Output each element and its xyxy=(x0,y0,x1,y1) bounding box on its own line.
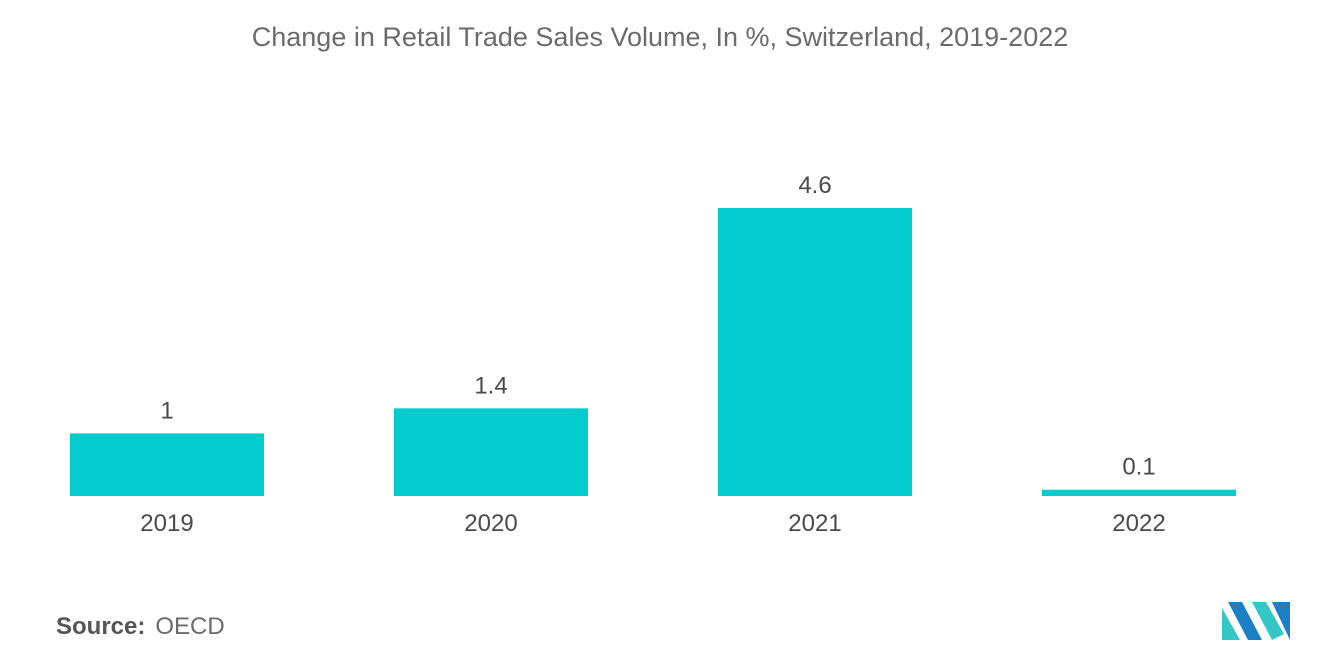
bars-group xyxy=(70,208,1236,496)
x-tick-label-2022: 2022 xyxy=(1112,510,1165,537)
value-label-2019: 1 xyxy=(160,397,173,424)
value-label-2021: 4.6 xyxy=(798,172,831,199)
value-label-2020: 1.4 xyxy=(474,372,507,399)
chart-title: Change in Retail Trade Sales Volume, In … xyxy=(251,22,1069,52)
bar-2020 xyxy=(394,408,588,496)
source-note: Source: OECD xyxy=(56,613,225,641)
x-axis-tick-labels: 2019 2020 2021 2022 xyxy=(140,510,1165,537)
x-tick-label-2019: 2019 xyxy=(140,510,193,537)
x-tick-label-2020: 2020 xyxy=(464,510,517,537)
bar-2022 xyxy=(1042,489,1236,496)
value-labels-group: 1 1.4 4.6 0.1 xyxy=(160,172,1155,481)
value-label-2022: 0.1 xyxy=(1122,454,1155,481)
source-value: OECD xyxy=(155,613,225,640)
mordor-intelligence-logo-icon xyxy=(1222,602,1290,640)
bar-2019 xyxy=(70,433,264,496)
source-label: Source: xyxy=(56,613,146,640)
bar-2021 xyxy=(718,208,912,496)
x-tick-label-2021: 2021 xyxy=(788,510,841,537)
